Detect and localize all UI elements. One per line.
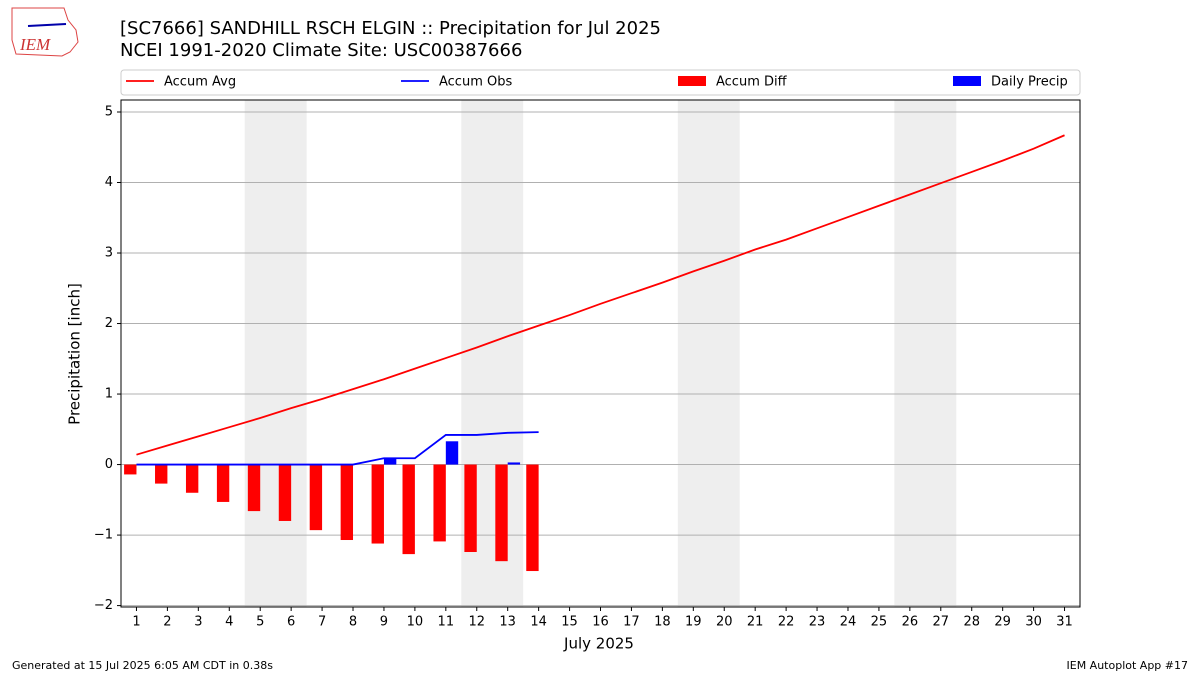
x-tick-label: 4 [225, 615, 233, 630]
y-tick-label: 5 [105, 104, 113, 119]
legend-label: Accum Obs [439, 75, 512, 90]
bar [371, 464, 384, 544]
x-tick-label: 27 [933, 615, 950, 630]
legend-entry: Daily Precip [953, 75, 1068, 90]
y-tick-label: −1 [94, 528, 113, 543]
bar [445, 441, 459, 465]
bar [464, 464, 477, 552]
x-tick-label: 3 [194, 615, 202, 630]
x-tick-label: 1 [132, 615, 140, 630]
y-tick-label: 0 [105, 457, 113, 472]
x-tick-label: 29 [994, 615, 1011, 630]
logo: IEM [11, 7, 79, 57]
legend-swatch [678, 76, 706, 86]
series-line [136, 431, 539, 466]
weekend-band [244, 100, 307, 607]
y-tick-label: 2 [105, 316, 113, 331]
x-tick-label: 2 [163, 615, 171, 630]
x-tick-label: 10 [407, 615, 424, 630]
logo-line [27, 23, 67, 27]
logo-text: IEM [19, 35, 51, 54]
legend-label: Accum Diff [716, 75, 788, 90]
x-tick-label: 13 [499, 615, 516, 630]
series-line [136, 134, 1065, 456]
x-tick-label: 14 [530, 615, 547, 630]
bar [247, 464, 261, 512]
x-tick-label: 20 [716, 615, 733, 630]
y-axis-label: Precipitation [inch] [66, 283, 84, 425]
weekend-band [894, 100, 957, 607]
logo-outline [11, 7, 79, 57]
chart-subtitle: NCEI 1991-2020 Climate Site: USC00387666 [120, 40, 522, 61]
footer-left: Generated at 15 Jul 2025 6:05 AM CDT in … [12, 659, 273, 672]
chart-title: [SC7666] SANDHILL RSCH ELGIN :: Precipit… [120, 18, 661, 39]
bar [526, 464, 539, 572]
bar [433, 464, 446, 542]
bar [495, 464, 508, 562]
x-tick-label: 6 [287, 615, 295, 630]
bar [383, 458, 397, 465]
x-tick-label: 17 [623, 615, 640, 630]
bar [340, 464, 354, 541]
x-tick-label: 12 [468, 615, 485, 630]
bar [185, 464, 199, 493]
bar [402, 464, 415, 555]
weekend-band [677, 100, 740, 607]
x-tick-label: 7 [318, 615, 326, 630]
x-tick-label: 31 [1056, 615, 1073, 630]
x-tick-label: 19 [685, 615, 702, 630]
bar [155, 464, 168, 484]
legend-entry: Accum Avg [126, 75, 236, 90]
x-tick-label: 16 [592, 615, 609, 630]
bar [278, 464, 292, 521]
x-tick-label: 30 [1025, 615, 1042, 630]
x-tick-label: 25 [871, 615, 888, 630]
y-tick-label: 3 [105, 246, 113, 261]
x-tick-label: 21 [747, 615, 764, 630]
x-tick-label: 24 [840, 615, 857, 630]
x-tick-label: 8 [349, 615, 357, 630]
legend-label: Daily Precip [991, 75, 1068, 90]
x-tick-label: 23 [809, 615, 826, 630]
legend-label: Accum Avg [164, 75, 236, 90]
plot-frame [120, 99, 1081, 608]
x-tick-label: 15 [561, 615, 578, 630]
bar [507, 462, 521, 465]
x-tick-label: 18 [654, 615, 671, 630]
x-tick-label: 28 [963, 615, 980, 630]
legend-box [120, 69, 1081, 96]
bar [309, 464, 323, 531]
bar [124, 464, 137, 475]
x-tick-label: 22 [778, 615, 795, 630]
x-tick-label: 5 [256, 615, 264, 630]
legend-entry: Accum Diff [678, 75, 788, 90]
legend-swatch [953, 76, 981, 86]
x-tick-label: 9 [380, 615, 388, 630]
x-tick-label: 26 [902, 615, 919, 630]
legend-entry: Accum Obs [401, 75, 512, 90]
footer-right: IEM Autoplot App #17 [1067, 659, 1189, 672]
y-tick-label: −2 [94, 598, 113, 613]
y-tick-label: 4 [105, 175, 113, 190]
x-axis-label: July 2025 [563, 635, 634, 653]
y-tick-label: 1 [105, 387, 113, 402]
x-tick-label: 11 [438, 615, 455, 630]
bar [216, 464, 230, 502]
